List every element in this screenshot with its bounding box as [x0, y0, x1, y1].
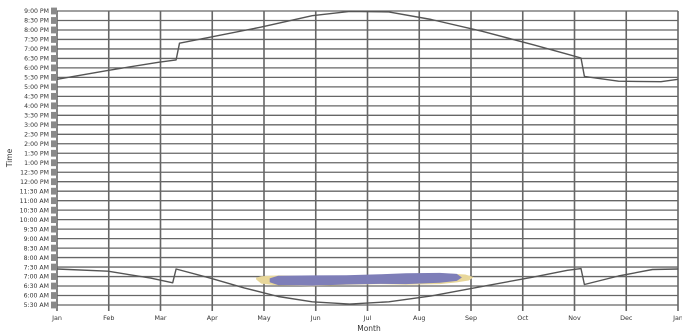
y-axis-bar — [51, 216, 57, 224]
y-tick-label: 10:30 AM — [20, 207, 49, 214]
y-tick-label: 4:30 PM — [24, 94, 49, 101]
x-tick-label: Apr — [207, 314, 218, 322]
y-tick-label: 6:00 PM — [24, 65, 49, 72]
x-tick-label: Oct — [517, 314, 529, 322]
y-tick-label: 5:30 PM — [24, 75, 49, 82]
data-bands — [256, 272, 474, 287]
x-tick-label: Sep — [465, 314, 477, 322]
grid — [56, 10, 679, 311]
y-axis-bar — [51, 301, 57, 309]
y-axis-bar — [51, 17, 57, 24]
x-tick-label: Jan — [672, 314, 682, 322]
y-tick-label: 7:00 AM — [24, 274, 49, 281]
x-tick-label: May — [257, 314, 270, 322]
y-axis-bar — [51, 206, 57, 214]
y-axis-bar — [51, 235, 57, 243]
y-axis-bar — [51, 7, 57, 15]
y-axis-bar — [51, 292, 57, 299]
y-axis-title: Time — [5, 148, 14, 168]
series-line — [56, 267, 679, 305]
x-tick-label: Mar — [154, 314, 166, 322]
y-tick-label: 4:00 PM — [24, 103, 49, 110]
y-axis-bar — [51, 83, 57, 91]
y-tick-label: 1:30 PM — [24, 150, 49, 157]
x-tick-label: Feb — [103, 314, 114, 322]
y-axis-bar — [51, 55, 57, 62]
y-axis-bar — [51, 187, 57, 195]
data-lines — [56, 10, 679, 305]
x-tick-label: Dec — [620, 314, 633, 322]
y-axis-bar — [51, 273, 57, 280]
y-tick-label: 6:30 PM — [24, 56, 49, 63]
y-tick-label: 5:00 PM — [24, 84, 49, 91]
y-axis-bar — [51, 149, 57, 157]
y-tick-label: 9:30 AM — [24, 226, 49, 233]
y-axis-bar — [51, 64, 57, 72]
y-axis-bar — [51, 45, 57, 53]
x-tick-label: Jun — [310, 314, 321, 322]
y-axis-bar — [51, 197, 57, 205]
y-tick-label: 10:00 AM — [20, 217, 49, 224]
y-tick-label: 1:00 PM — [24, 160, 49, 167]
y-axis-bar — [51, 254, 57, 261]
y-axis-bar — [51, 263, 57, 271]
x-tick-label: Jan — [51, 314, 62, 322]
y-tick-label: 2:30 PM — [24, 131, 49, 138]
y-tick-label: 12:30 PM — [20, 169, 49, 176]
y-axis-bar — [51, 36, 57, 43]
x-tick-label: Jul — [363, 314, 372, 322]
y-axis-bar — [51, 140, 57, 148]
y-tick-label: 3:30 PM — [24, 113, 49, 120]
y-axis-bar — [51, 92, 57, 100]
y-tick-label: 9:00 AM — [24, 236, 49, 243]
y-tick-label: 3:00 PM — [24, 122, 49, 129]
y-tick-label: 7:00 PM — [24, 46, 49, 53]
y-tick-label: 9:00 PM — [24, 8, 49, 15]
y-tick-label: 8:00 AM — [24, 255, 49, 262]
y-tick-label: 5:30 AM — [24, 302, 49, 309]
series-line — [56, 10, 679, 83]
x-tick-label: Nov — [568, 314, 581, 322]
y-axis-bar — [51, 168, 57, 176]
y-tick-label: 11:30 AM — [20, 188, 49, 195]
y-axis-bar — [51, 178, 57, 186]
y-axis-bar — [51, 130, 57, 138]
y-axis-bar — [51, 111, 57, 119]
x-axis-ticks: Jan Feb Mar Apr May Jun Jul Aug Sep Oct Nov Dec Jan — [51, 314, 682, 322]
y-axis-bar — [51, 73, 57, 81]
y-axis-bar — [51, 121, 57, 129]
y-tick-label: 7:30 AM — [24, 264, 49, 271]
y-axis-bar — [51, 26, 57, 34]
y-tick-label: 12:00 PM — [20, 179, 49, 186]
y-tick-label: 6:30 AM — [24, 283, 49, 290]
y-axis-bar — [51, 282, 57, 290]
y-tick-label: 7:30 PM — [24, 37, 49, 44]
y-axis-bar — [51, 225, 57, 233]
y-axis-bar — [51, 102, 57, 110]
y-tick-label: 11:00 AM — [20, 198, 49, 205]
y-tick-label: 8:30 AM — [24, 245, 49, 252]
y-tick-label: 6:00 AM — [24, 293, 49, 300]
x-axis-title: Month — [357, 324, 381, 333]
y-axis-bar — [51, 159, 57, 167]
y-tick-label: 8:00 PM — [24, 27, 49, 34]
y-axis-ticks: 5:30 AM 6:00 AM 6:30 AM 7:00 AM 7:30 AM 8:00 … — [20, 7, 57, 309]
y-tick-label: 8:30 PM — [24, 18, 49, 25]
data-band — [269, 272, 462, 286]
x-tick-label: Aug — [413, 314, 425, 322]
y-tick-label: 2:00 PM — [24, 141, 49, 148]
y-axis-bar — [51, 244, 57, 252]
